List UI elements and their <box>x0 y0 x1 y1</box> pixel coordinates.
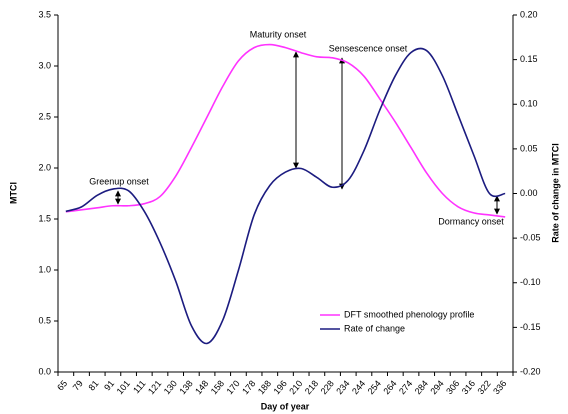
x-tick-label: 228 <box>319 378 336 396</box>
y2-tick-label: 0.20 <box>520 9 538 19</box>
x-tick-label: 234 <box>334 378 351 396</box>
y-axis-title: MTCI <box>8 182 18 204</box>
x-tick-label: 306 <box>444 378 461 396</box>
y-tick-label: 2.0 <box>38 162 51 172</box>
y2-tick-label: 0.00 <box>520 188 538 198</box>
x-tick-label: 284 <box>413 378 430 396</box>
x-tick-label: 188 <box>256 378 273 396</box>
y2-tick-label: -0.15 <box>520 322 541 332</box>
y-tick-label: 1.5 <box>38 213 51 223</box>
x-tick-label: 244 <box>350 378 367 396</box>
y-tick-label: 3.0 <box>38 60 51 70</box>
x-tick-label: 264 <box>381 378 398 396</box>
x-tick-label: 65 <box>55 378 69 392</box>
annotation: Sensescence onset <box>329 43 408 53</box>
x-tick-label: 210 <box>287 378 304 396</box>
x-tick-label: 81 <box>86 378 100 392</box>
y-tick-label: 1.0 <box>38 264 51 274</box>
y2-tick-label: -0.10 <box>520 277 541 287</box>
y2-axis-title: Rate of change in MTCI <box>550 143 560 243</box>
y2-tick-label: 0.05 <box>520 143 538 153</box>
x-tick-label: 91 <box>102 378 116 392</box>
x-tick-label: 322 <box>475 378 492 396</box>
annotation: Maturity onset <box>250 29 307 39</box>
x-tick-label: 148 <box>193 378 210 396</box>
x-tick-label: 170 <box>224 378 241 396</box>
legend-label: Rate of change <box>344 323 405 333</box>
annotation-arrows <box>115 51 500 215</box>
y2-tick-label: -0.05 <box>520 233 541 243</box>
x-axis-title: Day of year <box>261 401 310 411</box>
y-tick-label: 0.5 <box>38 315 51 325</box>
x-tick-label: 196 <box>272 378 289 396</box>
x-tick-label: 316 <box>460 378 477 396</box>
x-tick-label: 138 <box>177 378 194 396</box>
x-tick-label: 121 <box>146 378 163 396</box>
y-tick-label: 3.5 <box>38 9 51 19</box>
x-tick-label: 274 <box>397 378 414 396</box>
x-tick-label: 294 <box>428 378 445 396</box>
y-tick-label: 0.0 <box>38 366 51 376</box>
y-tick-label: 2.5 <box>38 111 51 121</box>
x-tick-label: 111 <box>131 378 147 395</box>
y2-tick-label: -0.20 <box>520 366 541 376</box>
y2-tick-label: 0.10 <box>520 99 538 109</box>
x-tick-label: 101 <box>115 378 132 396</box>
x-tick-label: 218 <box>303 378 320 396</box>
x-tick-label: 130 <box>162 378 179 396</box>
legend-label: DFT smoothed phenology profile <box>344 309 474 319</box>
y2-tick-label: 0.15 <box>520 54 538 64</box>
x-tick-label: 178 <box>240 378 257 396</box>
x-tick-label: 158 <box>209 378 226 396</box>
x-tick-label: 79 <box>71 378 85 392</box>
x-tick-label: 254 <box>366 378 383 396</box>
x-tick-label: 336 <box>491 378 508 396</box>
series-line <box>65 47 506 345</box>
annotation: Dormancy onset <box>438 216 504 226</box>
annotation: Greenup onset <box>89 176 149 186</box>
